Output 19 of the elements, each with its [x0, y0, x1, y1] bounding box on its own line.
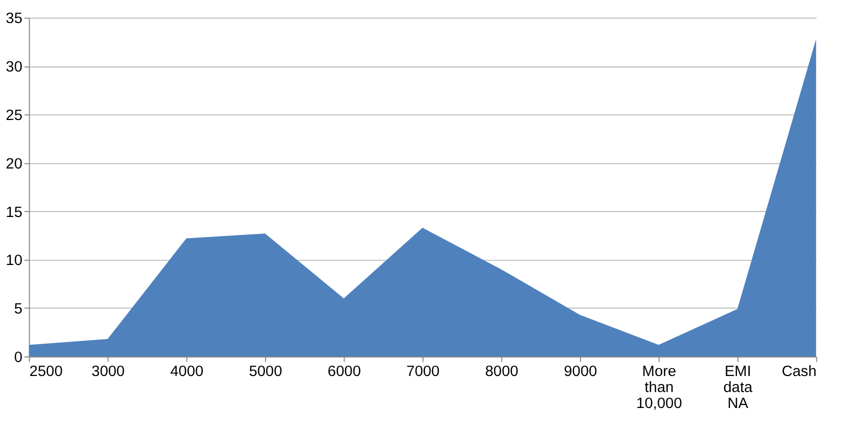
x-tick-label: 9000 — [564, 362, 598, 380]
x-tick-label: 5000 — [248, 362, 282, 380]
y-tick-label: 0 — [14, 348, 22, 366]
y-tick-label: 5 — [14, 300, 22, 318]
y-tick-label: 35 — [6, 10, 22, 28]
y-tick-label: 20 — [6, 155, 22, 172]
x-tick-label: 3000 — [92, 362, 125, 380]
x-tick-label: 8000 — [485, 362, 518, 380]
y-tick-label: 15 — [6, 204, 22, 221]
x-tick-label: EMI data NA — [723, 362, 754, 412]
y-tick-label: 10 — [6, 252, 22, 270]
x-tick-label: Cash — [782, 362, 817, 380]
y-tick-label: 30 — [6, 58, 22, 76]
x-tick-label: 6000 — [328, 362, 361, 380]
x-tick-label: 2500 — [29, 362, 63, 380]
y-tick-label: 25 — [6, 106, 22, 124]
x-tick-label: 4000 — [170, 362, 204, 380]
x-tick-label: 7000 — [406, 362, 440, 380]
x-tick-label: More than 10,000 — [636, 362, 682, 412]
